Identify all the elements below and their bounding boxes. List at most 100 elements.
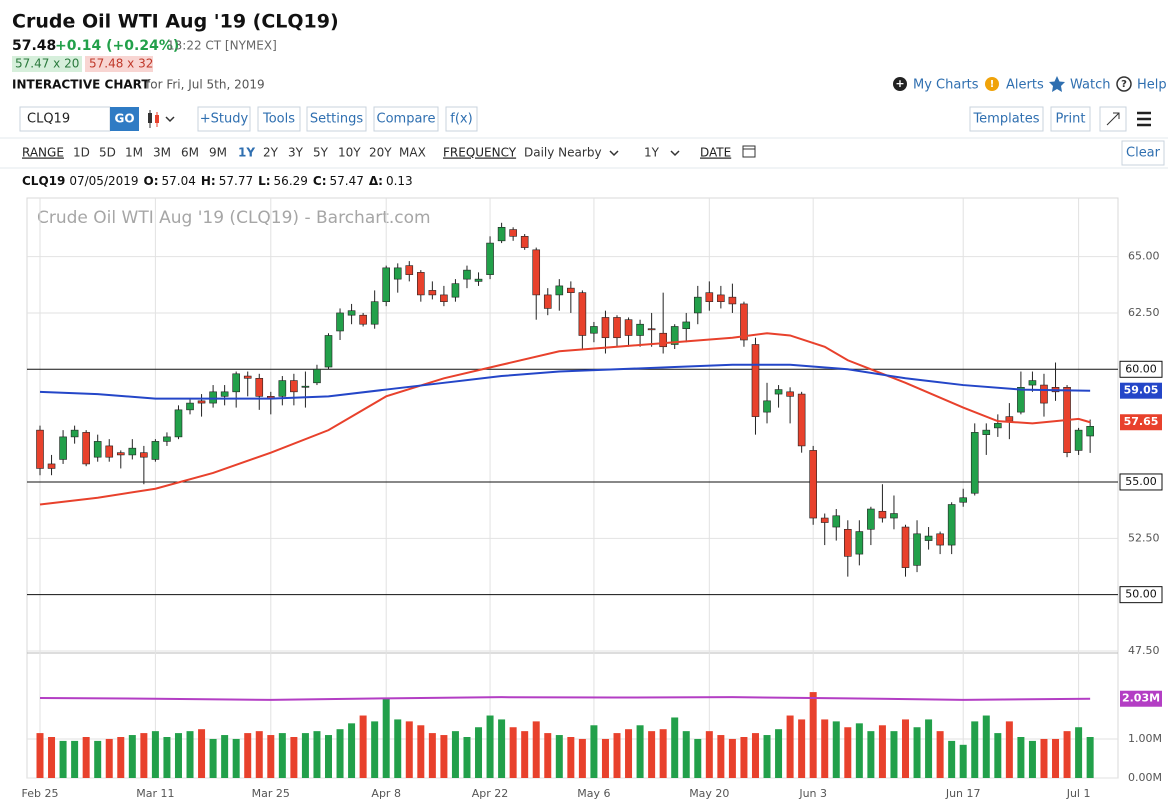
x-tick-label: Feb 25 <box>22 787 59 800</box>
range-option[interactable]: 1M <box>125 146 143 160</box>
toolbar-button[interactable] <box>257 106 301 132</box>
chart-type-icon[interactable] <box>148 110 175 128</box>
header-link[interactable]: My Charts <box>913 78 979 93</box>
volume-bar <box>521 731 529 778</box>
candle-body <box>151 441 160 460</box>
volume-bar <box>1063 731 1071 778</box>
volume-bar <box>659 729 667 778</box>
volume-bar <box>786 715 794 778</box>
candle-body <box>763 400 771 413</box>
volume-bar <box>428 733 436 778</box>
my-charts-icon[interactable] <box>893 77 907 91</box>
ask: 57.48 x 32 <box>89 57 153 71</box>
quote-part: L: <box>258 174 270 188</box>
icon-body <box>148 113 152 123</box>
range-option[interactable]: 5D <box>99 146 116 160</box>
candle-body <box>590 326 598 334</box>
go-button[interactable] <box>110 107 139 131</box>
range-option[interactable]: 20Y <box>369 146 392 160</box>
candle-body <box>901 526 910 568</box>
candle-body <box>1005 416 1014 422</box>
range-option[interactable]: 1Y <box>238 146 255 160</box>
candle-body <box>370 301 379 325</box>
toolbar-button[interactable] <box>969 106 1044 132</box>
toolbar-button[interactable] <box>445 106 478 132</box>
toolbar-button[interactable] <box>306 106 367 132</box>
candle-body <box>567 287 575 293</box>
volume-bar <box>232 738 240 778</box>
header-link[interactable]: Watch <box>1070 78 1110 93</box>
range-option[interactable]: 1D <box>73 146 90 160</box>
candle-body <box>417 272 425 296</box>
volume-bar <box>71 740 79 778</box>
watch-icon[interactable] <box>1049 76 1065 92</box>
toolbar-button-label: Print <box>1056 112 1086 127</box>
range-option[interactable]: 2Y <box>263 146 279 160</box>
candle-body <box>509 229 517 237</box>
header-link[interactable]: Help <box>1137 78 1167 93</box>
bid-box <box>12 56 82 72</box>
range-option[interactable]: 6M <box>181 146 199 160</box>
range-option[interactable]: 3M <box>153 146 171 160</box>
alerts-icon[interactable] <box>985 77 999 91</box>
candle-body <box>1086 426 1094 437</box>
volume-bar <box>613 733 621 778</box>
volume-bar <box>648 731 656 778</box>
candle-body <box>47 463 56 469</box>
x-tick-label: Mar 11 <box>136 787 174 800</box>
candle-body <box>555 285 564 296</box>
volume-bar <box>740 737 748 778</box>
range-option[interactable]: 10Y <box>338 146 361 160</box>
range-option[interactable]: 5Y <box>313 146 329 160</box>
moving-average-label: 59.05 <box>1124 384 1159 397</box>
candle-body <box>174 409 183 438</box>
level-label-box <box>1119 473 1163 491</box>
candle-body <box>601 317 610 339</box>
candle-body <box>693 296 702 314</box>
candle-body <box>220 391 229 397</box>
candle-body <box>947 504 956 546</box>
period-select[interactable]: 1Y <box>644 146 660 160</box>
volume-bar <box>475 727 483 778</box>
volume-bar <box>186 731 194 778</box>
clear-button[interactable] <box>1121 140 1165 166</box>
volume-bar <box>994 733 1002 778</box>
volume-bar <box>290 737 298 778</box>
frequency-select[interactable]: Daily Nearby <box>524 146 602 160</box>
symbol-input[interactable] <box>19 106 111 132</box>
toolbar-button-label: Compare <box>377 112 436 127</box>
header-link[interactable]: Alerts <box>1006 78 1044 93</box>
volume-bar <box>128 735 136 778</box>
level-label-box <box>1119 360 1163 378</box>
candle-body <box>878 510 887 519</box>
volume-bar <box>348 723 356 778</box>
candle-body <box>890 513 898 519</box>
help-glyph: ? <box>1121 79 1127 90</box>
quote-part: 57.04 <box>162 174 196 188</box>
menu-button[interactable] <box>1137 111 1151 127</box>
help-icon[interactable] <box>1116 76 1132 92</box>
moving-average-label: 57.65 <box>1124 415 1159 428</box>
range-option[interactable]: 3Y <box>288 146 304 160</box>
range-option[interactable]: MAX <box>399 146 426 160</box>
candle-body <box>786 391 794 397</box>
toolbar-button[interactable] <box>1050 106 1091 132</box>
volume-bar <box>94 740 102 778</box>
calendar-icon[interactable] <box>742 145 756 158</box>
volume-bar <box>982 715 990 778</box>
volume-bar <box>948 740 956 778</box>
range-option[interactable]: 9M <box>209 146 227 160</box>
toolbar-button[interactable] <box>373 106 439 132</box>
candle-body <box>140 452 148 458</box>
volume-bar <box>705 731 713 778</box>
x-tick-label: Apr 8 <box>371 787 401 800</box>
quote-part: 0.13 <box>386 174 413 188</box>
toolbar-button[interactable] <box>197 106 251 132</box>
y-tick-label: 52.50 <box>1128 531 1160 544</box>
title: Crude Oil WTI Aug '19 (CLQ19) <box>12 11 339 33</box>
candle-body <box>186 402 194 411</box>
quote-part: 07/05/2019 <box>69 174 138 188</box>
volume-bar <box>555 735 563 778</box>
volume-bar <box>59 740 67 778</box>
candle-body <box>451 283 460 298</box>
